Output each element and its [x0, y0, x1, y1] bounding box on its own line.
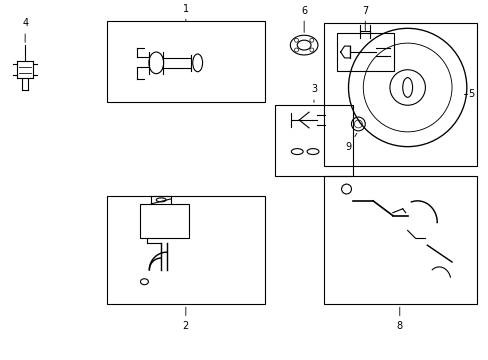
Bar	[274, 105, 353, 176]
Ellipse shape	[140, 279, 148, 285]
Text: 5: 5	[468, 89, 474, 99]
Bar	[107, 22, 264, 102]
Ellipse shape	[156, 198, 166, 202]
Bar	[107, 196, 264, 305]
Bar	[323, 23, 476, 166]
Bar	[139, 204, 188, 238]
Text: 6: 6	[301, 5, 306, 32]
Text: 1: 1	[183, 4, 188, 22]
Bar	[336, 33, 393, 71]
Text: 7: 7	[362, 5, 367, 31]
Bar	[323, 176, 476, 305]
Text: 9: 9	[345, 133, 356, 152]
Text: 3: 3	[310, 84, 316, 103]
Text: 8: 8	[396, 307, 402, 331]
Text: 4: 4	[22, 18, 28, 42]
Text: 2: 2	[183, 307, 188, 331]
